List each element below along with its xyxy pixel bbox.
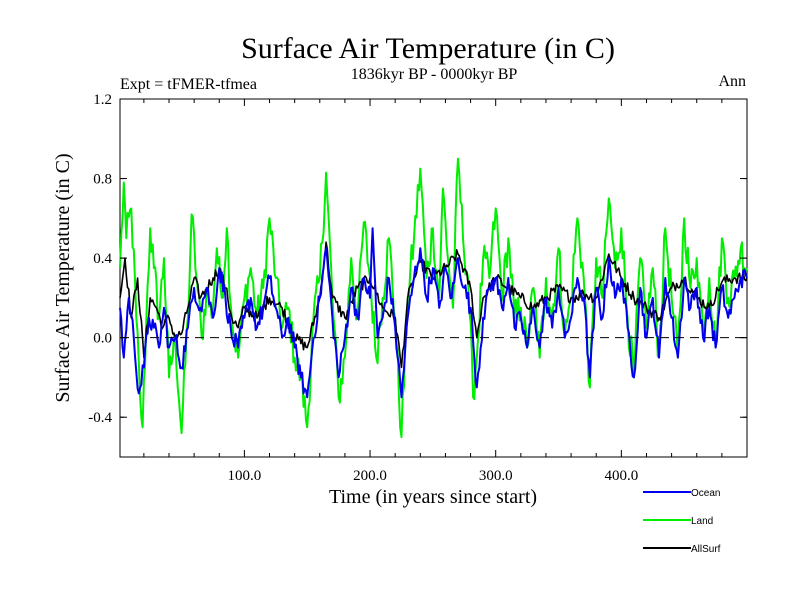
- tick-layer: 100.0 200.0 300.0 400.0 -0.4 0.0 0.4 0.8 1.2: [88, 92, 747, 484]
- legend-label-ocean: Ocean: [691, 488, 720, 499]
- legend-label-land: Land: [691, 516, 713, 527]
- y-axis-label: Surface Air Temperature (in C): [52, 153, 74, 402]
- plot-area: 100.0 200.0 300.0 400.0 -0.4 0.0 0.4 0.8 1.2: [88, 92, 748, 484]
- y-tick-label: -0.4: [88, 410, 112, 426]
- x-tick-label: 400.0: [604, 468, 638, 484]
- chart-title: Surface Air Temperature (in C): [241, 32, 615, 65]
- y-tick-label: 0.0: [93, 331, 112, 347]
- x-axis-label: Time (in years since start): [329, 486, 537, 508]
- time-range-label: 1836kyr BP - 0000kyr BP: [351, 66, 518, 83]
- season-label: Ann: [718, 73, 746, 90]
- series-line-land: [119, 157, 748, 439]
- y-tick-label: 0.8: [93, 172, 112, 188]
- series-line-ocean: [119, 227, 748, 399]
- experiment-label: Expt = tFMER-tfmea: [120, 76, 257, 93]
- legend: Ocean Land AllSurf: [643, 488, 721, 555]
- series-layer: [119, 157, 748, 439]
- legend-label-allsurf: AllSurf: [691, 544, 721, 555]
- x-tick-label: 300.0: [479, 468, 513, 484]
- x-tick-label: 100.0: [228, 468, 262, 484]
- y-tick-label: 0.4: [93, 251, 112, 267]
- y-tick-label: 1.2: [93, 92, 112, 108]
- x-tick-label: 200.0: [353, 468, 387, 484]
